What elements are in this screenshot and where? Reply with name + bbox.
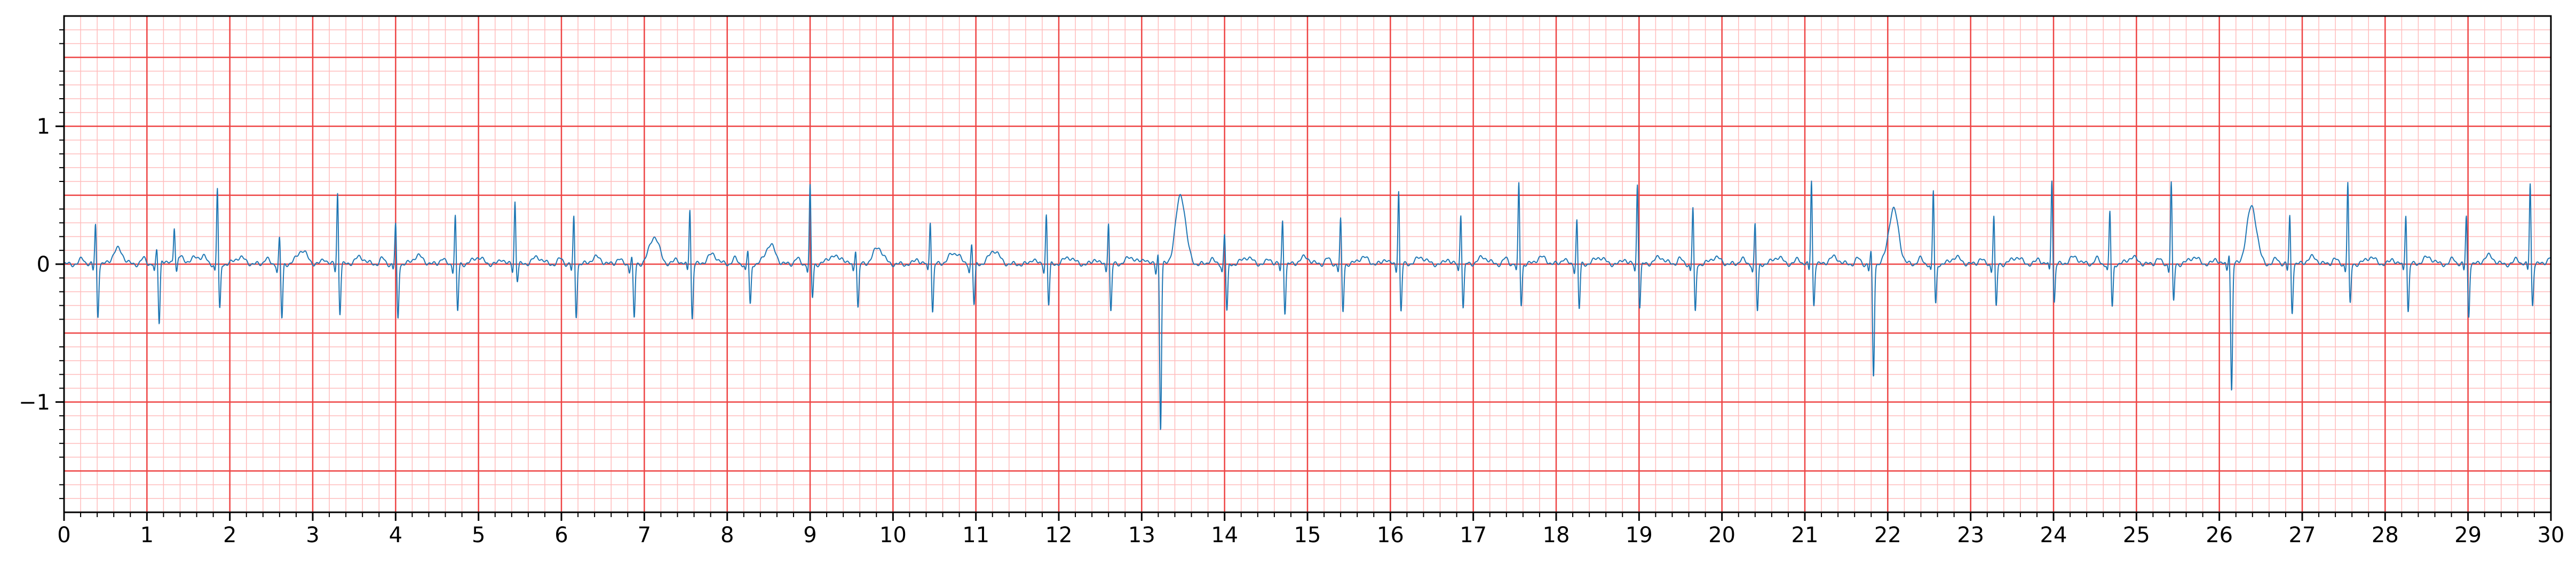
x-tick-label: 0 — [57, 523, 70, 548]
x-tick-label: 5 — [472, 523, 485, 548]
x-tick-label: 28 — [2372, 523, 2399, 548]
x-tick-label: 23 — [1957, 523, 1984, 548]
x-axis: 0 1 2 3 4 5 6 7 8 9 10 11 12 13 14 15 16 17 18 19 20 21 22 23 24… — [57, 512, 2564, 548]
x-tick-label: 3 — [306, 523, 319, 548]
x-tick-label: 7 — [638, 523, 651, 548]
x-tick-label: 15 — [1294, 523, 1321, 548]
x-tick-label: 21 — [1792, 523, 1819, 548]
x-tick-label: 27 — [2289, 523, 2316, 548]
y-tick-label: −1 — [19, 390, 50, 415]
ecg-series-line — [64, 180, 2551, 430]
x-tick-label: 19 — [1626, 523, 1653, 548]
y-tick-label: 0 — [37, 252, 50, 277]
x-tick-label: 24 — [2040, 523, 2067, 548]
x-tick-label: 1 — [140, 523, 154, 548]
x-tick-label: 11 — [962, 523, 989, 548]
x-tick-label: 25 — [2123, 523, 2150, 548]
y-tick-label: 1 — [37, 115, 50, 139]
y-axis: −1 0 1 — [19, 29, 64, 499]
x-tick-label: 16 — [1377, 523, 1404, 548]
x-tick-label: 9 — [803, 523, 817, 548]
x-tick-label: 4 — [389, 523, 402, 548]
x-tick-label: 12 — [1045, 523, 1073, 548]
x-tick-label: 13 — [1128, 523, 1155, 548]
x-tick-label: 26 — [2206, 523, 2233, 548]
x-tick-label: 18 — [1543, 523, 1570, 548]
x-tick-label: 8 — [720, 523, 734, 548]
x-tick-label: 22 — [1874, 523, 1901, 548]
x-tick-label: 14 — [1211, 523, 1238, 548]
x-tick-label: 2 — [223, 523, 236, 548]
x-tick-label: 29 — [2454, 523, 2482, 548]
ecg-trace — [64, 180, 2551, 430]
x-tick-label: 6 — [554, 523, 568, 548]
x-tick-label: 30 — [2538, 523, 2565, 548]
x-tick-label: 17 — [1460, 523, 1487, 548]
x-tick-label: 10 — [879, 523, 907, 548]
x-tick-label: 20 — [1708, 523, 1735, 548]
